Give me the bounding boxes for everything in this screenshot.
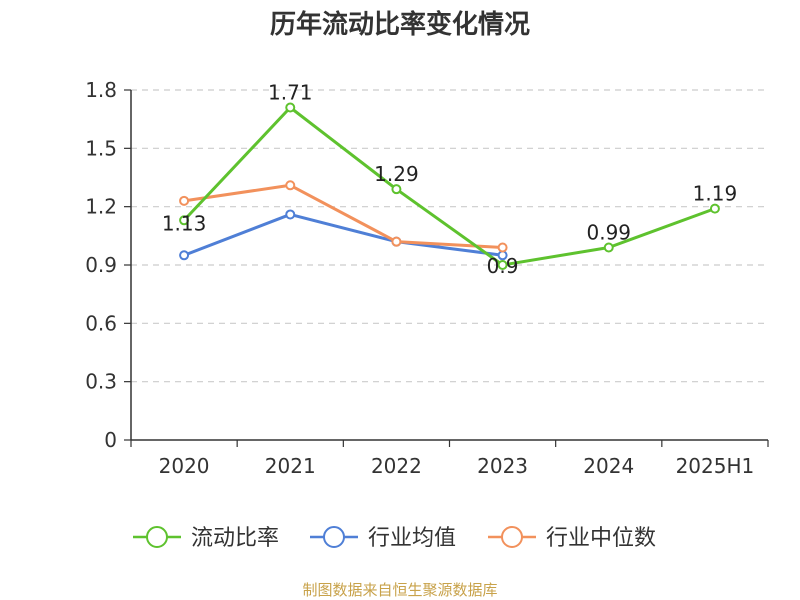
- legend-item-label[interactable]: 行业中位数: [546, 526, 656, 551]
- series-point-0: [709, 203, 720, 214]
- grid-lines: [131, 89, 768, 383]
- series-line-0: [182, 106, 716, 267]
- series-point-0: [391, 184, 402, 195]
- data-label: 1.29: [374, 162, 419, 186]
- data-label: 1.71: [268, 81, 313, 105]
- legend-item-label[interactable]: 流动比率: [191, 526, 279, 551]
- data-label: 0.99: [586, 221, 631, 245]
- series-line-1: [183, 212, 503, 257]
- series-point-2: [497, 242, 508, 253]
- series-point-0: [179, 215, 190, 226]
- y-tick-label: 1.5: [85, 136, 117, 160]
- y-tick-label: 1.8: [85, 78, 117, 102]
- x-tick-label: 2023: [477, 454, 528, 478]
- legend-marker-0: [146, 526, 168, 548]
- series-point-0: [285, 102, 296, 113]
- data-label: 1.19: [693, 182, 738, 206]
- legend-marker-2: [501, 526, 523, 548]
- x-tick-label: 2024: [583, 454, 634, 478]
- x-tick-label: 2021: [265, 454, 316, 478]
- series-point-2: [285, 180, 296, 191]
- series-point-1: [179, 250, 190, 261]
- y-tick-label: 0.3: [85, 370, 117, 394]
- x-tick-label: 2020: [159, 454, 210, 478]
- legend-marker-1: [323, 526, 345, 548]
- series-line-2: [183, 183, 503, 249]
- y-tick-label: 0.6: [85, 311, 117, 335]
- x-tick-label: 2025H1: [676, 454, 755, 478]
- y-tick-label: 0.9: [85, 253, 117, 277]
- legend-item-label[interactable]: 行业均值: [368, 526, 456, 551]
- axes: 0 0.3 0.6 0.9 1.2 1.5 1.8 2020 2021 2022 2023 2024 2…: [85, 78, 769, 478]
- y-tick-label: 1.2: [85, 195, 117, 219]
- series-lines: [179, 102, 720, 270]
- source-note: 制图数据来自恒生聚源数据库: [302, 581, 497, 599]
- series-point-2: [391, 236, 402, 247]
- data-label: 1.13: [162, 211, 207, 235]
- data-labels: 1.13 1.71 1.29 0.9 0.99 1.19: [162, 81, 737, 279]
- series-point-0: [497, 260, 508, 270]
- data-label: 0.9: [487, 254, 519, 278]
- y-tick-label: 0: [104, 428, 117, 452]
- legend[interactable]: 流动比率 行业均值 行业中位数: [133, 526, 656, 551]
- x-tick-label: 2022: [371, 454, 422, 478]
- series-point-2: [179, 195, 190, 206]
- series-point-1: [285, 209, 296, 220]
- series-point-0: [603, 242, 614, 253]
- chart-title: 历年流动比率变化情况: [270, 9, 530, 40]
